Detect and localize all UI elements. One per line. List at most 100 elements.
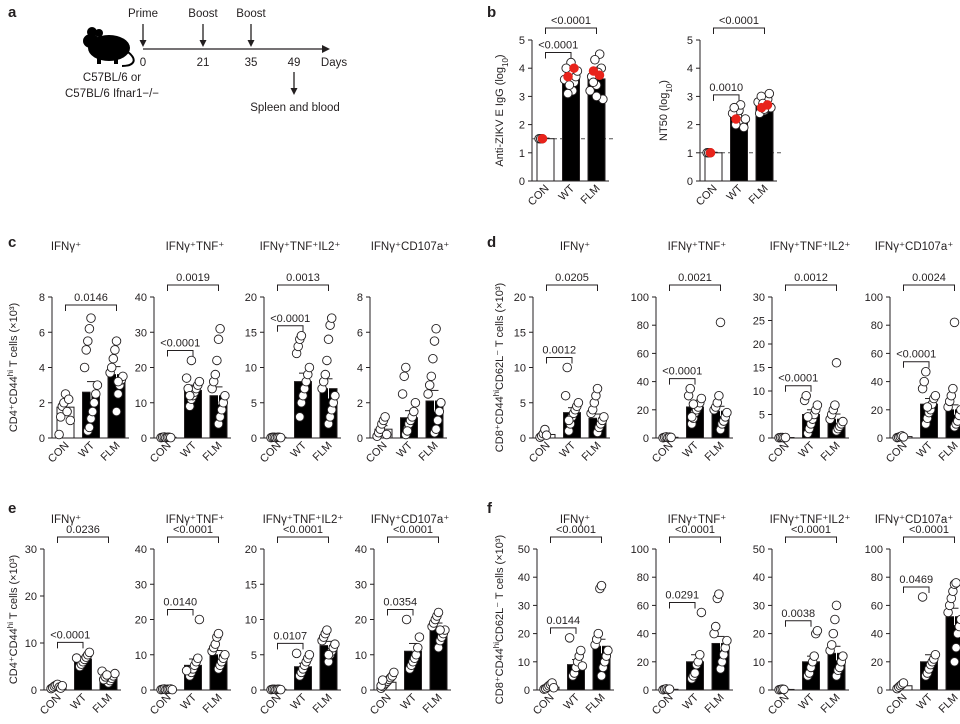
category-label-flm: FLM — [580, 440, 604, 464]
day-0-label: 0 — [140, 57, 146, 69]
y-tick-label: 60 — [871, 600, 883, 612]
data-point — [564, 633, 575, 643]
chart-title: IFNγ⁺TNF⁺ — [668, 514, 727, 526]
p-value-label: 0.0236 — [66, 524, 100, 536]
data-point — [436, 398, 446, 408]
category-label-flm: FLM — [584, 692, 608, 716]
category-label-wt: WT — [915, 439, 936, 460]
p-value-label: 0.0354 — [383, 597, 417, 609]
chart-title: IFNγ⁺TNF⁺ — [166, 241, 225, 253]
y-tick-label: 30 — [518, 600, 530, 612]
y-tick-label: 30 — [753, 292, 765, 304]
data-point — [432, 415, 443, 426]
category-label-flm: FLM — [703, 692, 727, 716]
category-label-wt: WT — [558, 439, 579, 460]
y-tick-label: 5 — [519, 35, 525, 47]
y-tick-label: 0 — [520, 433, 526, 445]
chart-title: IFNγ⁺CD107a⁺ — [875, 241, 954, 253]
category-label-flm: FLM — [937, 440, 960, 464]
y-tick-label: 80 — [637, 572, 649, 584]
data-point — [898, 432, 909, 442]
data-point — [922, 402, 933, 412]
data-point — [714, 589, 724, 599]
data-point — [831, 600, 842, 611]
chart-title: IFNγ⁺TNF⁺IL2⁺ — [770, 514, 851, 526]
data-point — [71, 653, 82, 663]
significance-bracket — [785, 385, 812, 392]
y-axis-label: CD4⁺CD44hi T cells (×10³) — [6, 303, 21, 432]
y-tick-label: 5 — [759, 410, 765, 422]
y-tick-label: 1 — [687, 148, 693, 160]
p-value-label: <0.0001 — [909, 524, 949, 536]
data-point — [322, 625, 332, 635]
data-point — [687, 412, 697, 422]
data-point — [181, 665, 192, 676]
data-point — [577, 661, 588, 671]
data-point — [591, 91, 602, 102]
highlight-point — [731, 114, 741, 124]
data-point — [715, 317, 726, 328]
significance-bracket — [785, 284, 837, 291]
data-point — [838, 416, 848, 427]
p-value-label: 0.0291 — [665, 589, 699, 601]
y-axis-label: CD4⁺CD44hi T cells (×10³) — [6, 555, 21, 684]
p-value-label: <0.0001 — [173, 524, 213, 536]
p-value-label: 0.0012 — [794, 272, 828, 284]
chart-title: IFNγ⁺CD107a⁺ — [875, 514, 954, 526]
y-tick-label: 15 — [753, 363, 765, 375]
y-tick-label: 3 — [687, 91, 693, 103]
data-point — [296, 331, 307, 341]
category-label-con: CON — [531, 692, 557, 718]
category-label-flm: FLM — [311, 692, 335, 716]
data-point — [401, 362, 411, 373]
data-point — [779, 684, 789, 695]
data-point — [838, 651, 848, 661]
chart-d1: 0 5 10 15 20 CON WT FLM 0.0012 0.0205 IFNγ⁺ CD8⁺CD4… — [492, 241, 610, 465]
data-point — [84, 323, 95, 334]
data-point — [541, 430, 552, 440]
significance-bracket — [903, 284, 955, 291]
data-point — [110, 345, 120, 355]
y-tick-label: 0 — [759, 685, 765, 697]
y-tick-label: 20 — [135, 363, 147, 375]
y-tick-label: 10 — [135, 650, 147, 662]
y-tick-label: 60 — [637, 348, 649, 360]
significance-bracket — [903, 536, 955, 543]
data-point — [561, 63, 571, 73]
y-tick-label: 40 — [871, 629, 883, 641]
significance-bracket — [713, 27, 765, 34]
category-label-wt: WT — [562, 691, 583, 712]
category-label-con: CON — [766, 692, 792, 718]
y-tick-label: 80 — [871, 320, 883, 332]
data-point — [181, 373, 192, 383]
category-label-wt: WT — [395, 439, 416, 460]
data-point — [826, 640, 837, 650]
category-label-con: CON — [694, 183, 720, 209]
data-point — [389, 667, 399, 678]
data-point — [919, 376, 929, 387]
y-tick-label: 30 — [355, 579, 367, 591]
data-point — [399, 371, 409, 382]
data-point — [424, 380, 435, 390]
y-tick-label: 60 — [637, 600, 649, 612]
data-point — [215, 323, 225, 334]
category-label-flm: FLM — [311, 440, 335, 464]
data-point — [764, 88, 775, 99]
data-point — [562, 362, 572, 373]
chart-title: IFNγ⁺TNF⁺ — [668, 241, 727, 253]
significance-bracket — [713, 94, 740, 101]
data-point — [563, 88, 573, 99]
days-axis-label: Days — [321, 57, 347, 69]
p-value-label: <0.0001 — [662, 366, 702, 378]
data-point — [603, 645, 613, 656]
chart-c4: 0 2 4 6 8 CON WT FLM IFNγ⁺CD107a⁺ — [357, 241, 449, 465]
data-point — [220, 390, 230, 401]
data-point — [564, 80, 575, 90]
category-label-flm: FLM — [201, 692, 225, 716]
data-point — [951, 578, 960, 588]
significance-bracket — [387, 609, 414, 616]
data-point — [828, 628, 839, 639]
chart-f3: 0 10 20 30 40 50 CON WT FLM 0.0038 <0.0001IFNγ⁺TNF… — [753, 514, 851, 717]
data-point — [377, 675, 388, 685]
y-tick-label: 10 — [245, 363, 257, 375]
